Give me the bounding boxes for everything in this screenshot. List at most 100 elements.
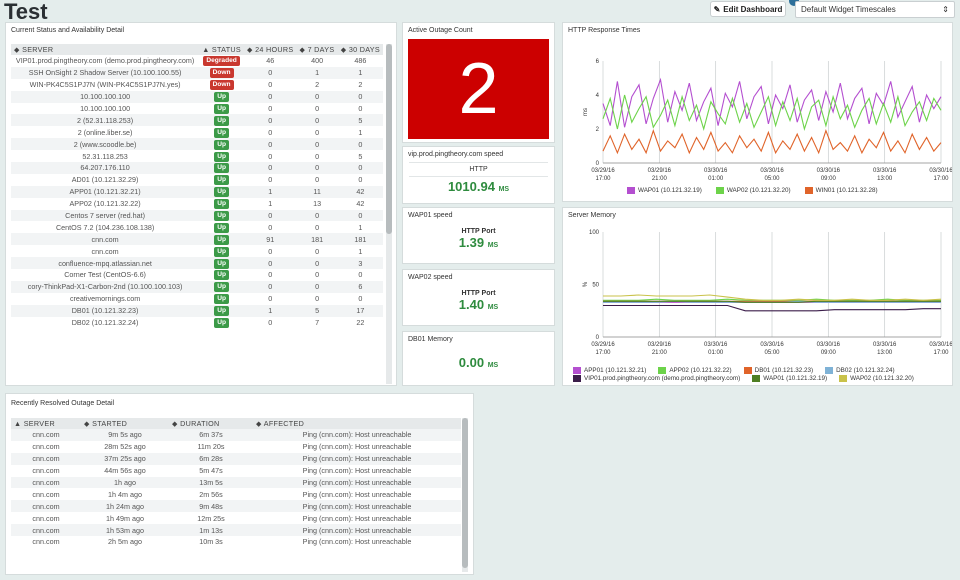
table-row[interactable]: cnn.com Up 91 181 181 <box>11 233 383 246</box>
table-row[interactable]: 2 (www.scoodle.be) Up 0 0 0 <box>11 138 383 151</box>
legend-item[interactable]: APP02 (10.121.32.22) <box>658 367 732 374</box>
table-row[interactable]: 2 (online.liber.se) Up 0 0 1 <box>11 126 383 138</box>
server-name[interactable]: DB02 (10.121.32.24) <box>71 318 139 328</box>
server-name[interactable]: APP02 (10.121.32.22) <box>69 199 141 209</box>
server-name[interactable]: SSH OnSight 2 Shadow Server (10.100.100.… <box>11 66 200 79</box>
server-name[interactable]: AD01 (10.121.32.29) <box>71 175 139 185</box>
table-row[interactable]: 10.100.100.100 Up 0 0 0 <box>11 103 383 115</box>
col-24h[interactable]: ◆ 24 HOURS <box>243 44 297 55</box>
table-row[interactable]: APP02 (10.121.32.22) Up 1 13 42 <box>11 198 383 210</box>
server-name[interactable]: cory-ThinkPad-X1-Carbon-2nd (10.100.100.… <box>11 280 200 293</box>
server-name[interactable]: CentOS 7.2 (104.236.108.138) <box>55 222 155 232</box>
legend-item[interactable]: WAP02 (10.121.32.20) <box>715 187 791 194</box>
table-row[interactable]: cnn.com 2h 5m ago 10m 3s Ping (cnn.com): Ho… <box>11 536 461 548</box>
table-row[interactable]: cory-ThinkPad-X1-Carbon-2nd (10.100.100.… <box>11 280 383 293</box>
server-name[interactable]: Centos 7 server (red.hat) <box>11 209 200 222</box>
server-name[interactable]: cnn.com <box>91 246 119 256</box>
resolved-server[interactable]: cnn.com <box>32 466 60 476</box>
resolved-server[interactable]: cnn.com <box>32 489 60 499</box>
resolved-server[interactable]: cnn.com <box>11 429 81 441</box>
server-name[interactable]: 52.31.118.253 <box>82 151 128 161</box>
server-name[interactable]: cnn.com <box>11 233 200 246</box>
legend-item[interactable]: DB01 (10.121.32.23) <box>743 367 813 374</box>
table-row[interactable]: creativemornings.com Up 0 0 0 <box>11 293 383 305</box>
table-row[interactable]: 52.31.118.253 Up 0 0 5 <box>11 150 383 162</box>
resolved-scrollbar[interactable] <box>462 418 468 572</box>
status-scrollbar[interactable] <box>386 44 392 384</box>
table-row[interactable]: cnn.com Up 0 0 1 <box>11 245 383 257</box>
table-row[interactable]: cnn.com 1h 53m ago 1m 13s Ping (cnn.com): H… <box>11 524 461 537</box>
server-name[interactable]: WIN-PK4C5S1PJ7N (WIN-PK4C5S1PJ7N.yes) <box>29 80 181 90</box>
table-row[interactable]: Corner Test (CentOS-6.6) Up 0 0 0 <box>11 269 383 281</box>
col-server[interactable]: ◆ SERVER <box>11 44 200 55</box>
col-7d[interactable]: ◆ 7 DAYS <box>296 44 338 55</box>
resolved-started: 2h 5m ago <box>108 537 142 547</box>
server-name[interactable]: DB01 (10.121.32.23) <box>11 304 200 317</box>
server-name[interactable]: confluence-mpq.atlassian.net <box>11 257 200 270</box>
resolved-server[interactable]: cnn.com <box>32 442 60 452</box>
status-badge: Up <box>214 115 229 126</box>
legend-item[interactable]: VIP01.prod.pingtheory.com (demo.prod.pin… <box>573 375 740 382</box>
col-duration[interactable]: ◆ DURATION <box>169 418 253 429</box>
table-row[interactable]: CentOS 7.2 (104.236.108.138) Up 0 0 1 <box>11 221 383 233</box>
legend-swatch <box>743 367 752 374</box>
table-row[interactable]: cnn.com 1h 49m ago 12m 25s Ping (cnn.com): … <box>11 512 461 524</box>
server-name[interactable]: 64.207.176.110 <box>11 162 200 174</box>
legend-item[interactable]: APP01 (10.121.32.21) <box>573 367 646 374</box>
status-scroll-thumb[interactable] <box>386 44 392 234</box>
col-status[interactable]: ▲ STATUS <box>199 44 244 55</box>
legend-item[interactable]: WAP01 (10.121.32.19) <box>752 375 827 382</box>
server-name[interactable]: 10.100.100.100 <box>80 104 131 113</box>
server-name[interactable]: 2 (52.31.118.253) <box>11 114 200 127</box>
server-name[interactable]: 2 (www.scoodle.be) <box>11 138 200 151</box>
table-row[interactable]: cnn.com 1h 24m ago 9m 48s Ping (cnn.com): H… <box>11 500 461 513</box>
http-response-chart[interactable]: 03/29/16 17:00 03/29/16 21:00 03/30/16 01:00 0… <box>563 23 952 201</box>
table-row[interactable]: cnn.com 28m 52s ago 11m 20s Ping (cnn.com):… <box>11 441 461 453</box>
resolved-server[interactable]: cnn.com <box>11 500 81 513</box>
resolved-duration: 1m 13s <box>169 524 253 537</box>
col-resolved-server[interactable]: ▲ SERVER <box>11 418 81 429</box>
table-row[interactable]: cnn.com 9m 5s ago 6m 37s Ping (cnn.com): Ho… <box>11 429 461 441</box>
col-started[interactable]: ◆ STARTED <box>81 418 169 429</box>
table-row[interactable]: DB01 (10.121.32.23) Up 1 5 17 <box>11 304 383 317</box>
server-name[interactable]: Corner Test (CentOS-6.6) <box>64 270 146 280</box>
table-row[interactable]: APP01 (10.121.32.21) Up 1 11 42 <box>11 185 383 198</box>
table-row[interactable]: 10.100.100.100 Up 0 0 0 <box>11 90 383 103</box>
timescale-select[interactable]: Default Widget Timescales ⇕ <box>795 1 955 18</box>
table-row[interactable]: confluence-mpq.atlassian.net Up 0 0 3 <box>11 257 383 270</box>
table-row[interactable]: 64.207.176.110 Up 0 0 0 <box>11 162 383 174</box>
outages-30d: 42 <box>356 199 365 209</box>
resolved-server[interactable]: cnn.com <box>11 452 81 465</box>
resolved-server[interactable]: cnn.com <box>32 537 60 547</box>
outages-7d: 2 <box>315 80 320 90</box>
server-name[interactable]: 2 (online.liber.se) <box>77 127 133 137</box>
legend-item[interactable]: DB02 (10.121.32.24) <box>825 367 895 374</box>
table-row[interactable]: SSH OnSight 2 Shadow Server (10.100.100.… <box>11 66 383 79</box>
edit-dashboard-button[interactable]: ✎ Edit Dashboard <box>710 1 786 17</box>
table-row[interactable]: DB02 (10.121.32.24) Up 0 7 22 <box>11 317 383 329</box>
table-row[interactable]: AD01 (10.121.32.29) Up 0 0 0 <box>11 174 383 186</box>
col-affected[interactable]: ◆ AFFECTED <box>253 418 461 429</box>
table-row[interactable]: Centos 7 server (red.hat) Up 0 0 0 <box>11 209 383 222</box>
server-name[interactable]: APP01 (10.121.32.21) <box>11 185 200 198</box>
legend-item[interactable]: WIN01 (10.121.32.28) <box>804 187 878 194</box>
server-name[interactable]: VIP01.prod.pingtheory.com (demo.prod.pin… <box>15 56 195 66</box>
col-30d[interactable]: ◆ 30 DAYS <box>337 44 383 55</box>
resolved-server[interactable]: cnn.com <box>11 476 81 489</box>
status-badge: Up <box>214 139 229 150</box>
resolved-server[interactable]: cnn.com <box>11 524 81 537</box>
resolved-server[interactable]: cnn.com <box>32 513 60 523</box>
table-row[interactable]: 2 (52.31.118.253) Up 0 0 5 <box>11 114 383 127</box>
table-row[interactable]: cnn.com 1h 4m ago 2m 56s Ping (cnn.com): Ho… <box>11 488 461 500</box>
legend-item[interactable]: WAP01 (10.121.32.19) <box>627 187 702 194</box>
table-row[interactable]: VIP01.prod.pingtheory.com (demo.prod.pin… <box>11 55 383 67</box>
resolved-scroll-thumb[interactable] <box>462 418 468 568</box>
table-row[interactable]: cnn.com 37m 25s ago 6m 28s Ping (cnn.com): … <box>11 452 461 465</box>
legend-item[interactable]: WAP02 (10.121.32.20) <box>839 375 914 382</box>
server-memory-chart[interactable]: 03/29/16 17:00 03/29/16 21:00 03/30/16 01:00 0… <box>563 208 952 385</box>
table-row[interactable]: cnn.com 44m 56s ago 5m 47s Ping (cnn.com): … <box>11 465 461 477</box>
server-name[interactable]: 10.100.100.100 <box>11 90 200 103</box>
server-name[interactable]: creativemornings.com <box>69 294 141 304</box>
table-row[interactable]: WIN-PK4C5S1PJ7N (WIN-PK4C5S1PJ7N.yes) Dow… <box>11 79 383 91</box>
table-row[interactable]: cnn.com 1h ago 13m 5s Ping (cnn.com): Host … <box>11 476 461 489</box>
